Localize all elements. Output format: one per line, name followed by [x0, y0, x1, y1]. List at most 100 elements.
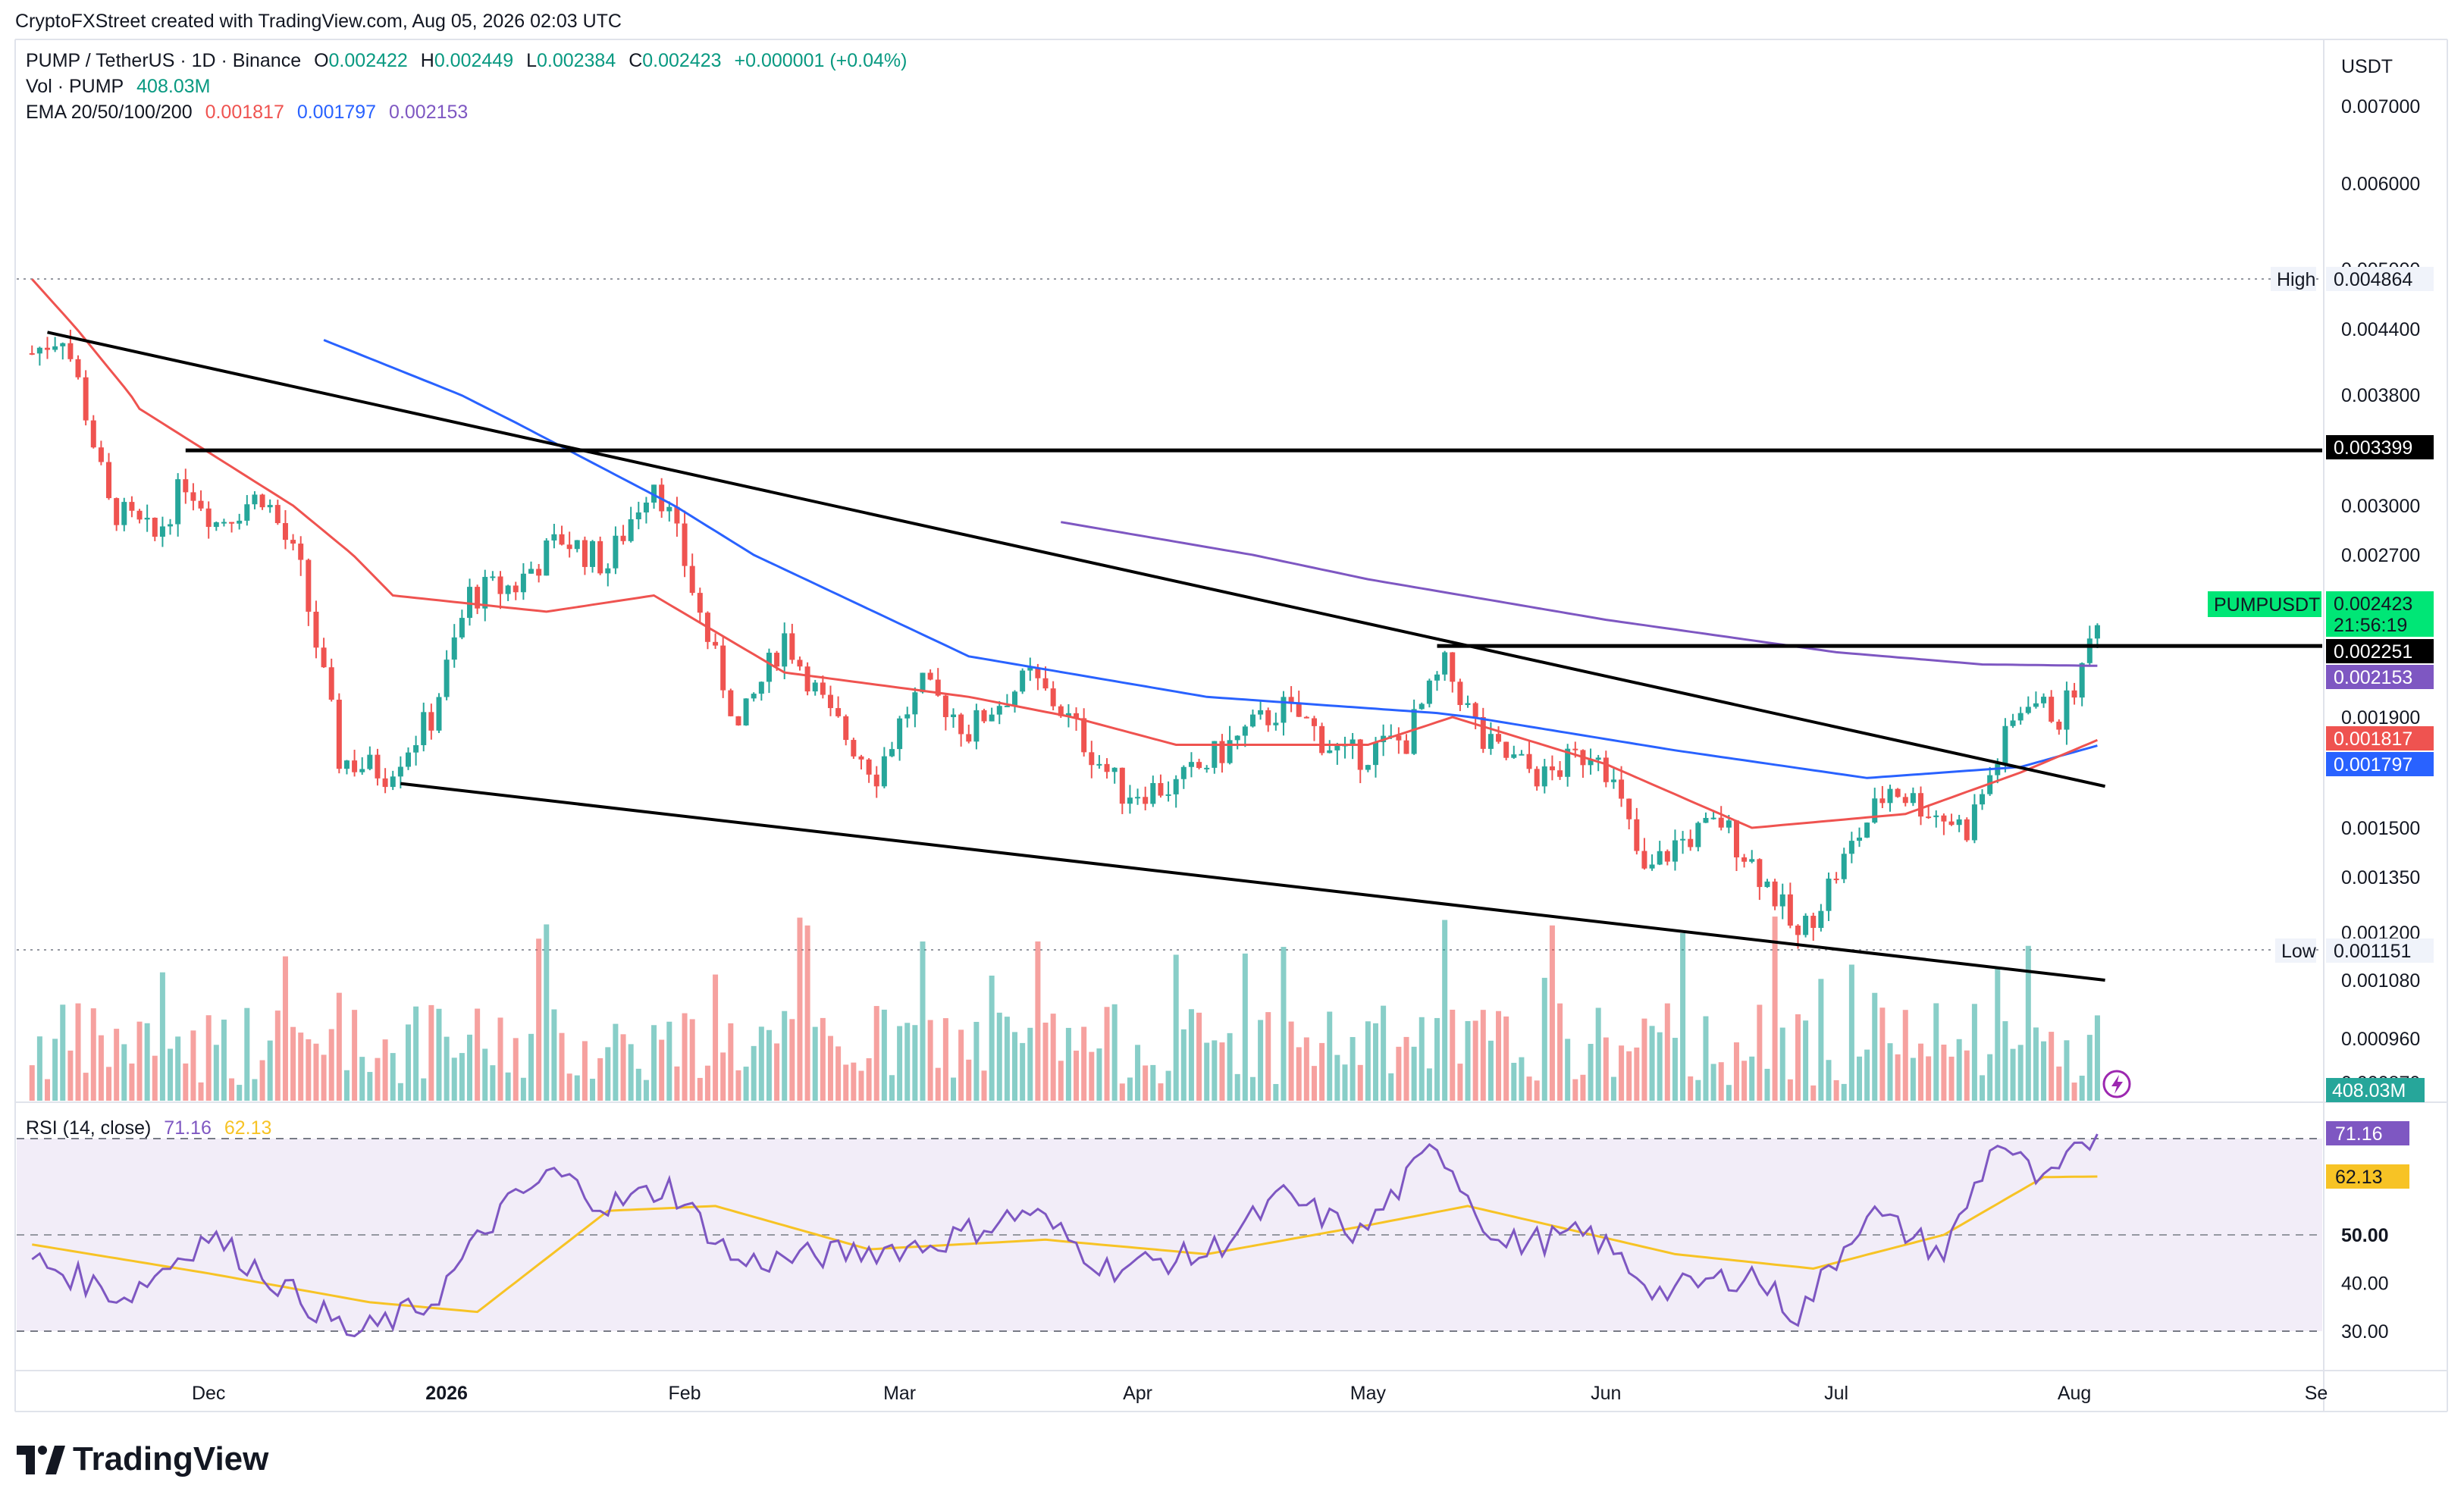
- volume-bar: [1826, 1060, 1832, 1101]
- candle-body: [1111, 767, 1118, 772]
- candle-body: [835, 708, 842, 716]
- candles: [29, 329, 2100, 949]
- volume-bar: [397, 1083, 403, 1101]
- volume-bar: [1388, 1073, 1394, 1101]
- candle-body: [551, 534, 557, 540]
- candle-body: [1065, 713, 1071, 716]
- volume-bar: [2033, 1027, 2039, 1101]
- volume-bar: [252, 1079, 258, 1101]
- volume-bar: [866, 1058, 872, 1101]
- ema200-tag-bg: [2326, 665, 2434, 689]
- candle-body: [1234, 735, 1240, 741]
- volume-bar: [1450, 1009, 1456, 1101]
- candle-body: [942, 695, 948, 717]
- candle-body: [1165, 794, 1171, 796]
- candle-body: [436, 697, 442, 731]
- candle-body: [1710, 817, 1716, 819]
- candle-body: [536, 569, 542, 576]
- candle-body: [1964, 819, 1970, 841]
- descending-resistance-trendline[interactable]: [47, 331, 2105, 788]
- candle-body: [106, 462, 112, 499]
- ema-label[interactable]: EMA 20/50/100/200: [26, 102, 193, 123]
- volume-bar: [1411, 1046, 1417, 1101]
- volume-bar: [114, 1029, 120, 1101]
- candle-body: [1150, 782, 1156, 804]
- candle-body: [1419, 703, 1425, 710]
- volume-bar: [697, 1077, 703, 1101]
- volume-bar: [175, 1036, 181, 1101]
- volume-bar: [106, 1067, 112, 1101]
- volume-label[interactable]: Vol · PUMP: [26, 76, 124, 97]
- volume-bar: [951, 1077, 957, 1101]
- volume-bar: [1887, 1043, 1893, 1101]
- candle-body: [1012, 691, 1018, 706]
- volume-bar: [1396, 1046, 1402, 1101]
- candle-body: [1042, 678, 1049, 689]
- candle-body: [920, 672, 926, 693]
- volume-bar: [1288, 1021, 1294, 1101]
- low-label-bg: [2275, 938, 2316, 963]
- volume-bar: [1680, 933, 1686, 1101]
- candle-body: [2079, 663, 2085, 698]
- candle-body: [1956, 819, 1962, 826]
- candle-body: [390, 776, 396, 788]
- volume-bar: [121, 1044, 127, 1101]
- volume-bar: [152, 1055, 158, 1101]
- candle-body: [1143, 797, 1149, 804]
- candle-body: [497, 576, 503, 594]
- candle-body: [29, 352, 35, 355]
- volume-bar: [36, 1036, 42, 1101]
- rsi-axis[interactable]: 50.00 40.00 30.00: [2341, 1225, 2389, 1343]
- candle-body: [1074, 713, 1080, 719]
- volume-bar: [444, 1036, 450, 1101]
- candle-body: [1357, 739, 1363, 770]
- candle-body: [889, 749, 895, 757]
- volume-bar: [1258, 1020, 1264, 1101]
- volume-bar: [2086, 1035, 2093, 1101]
- ema50-tag-bg: [2326, 752, 2434, 776]
- candle-body: [490, 576, 496, 578]
- symbol-name[interactable]: PUMP / TetherUS · 1D · Binance: [26, 50, 302, 71]
- volume-bar: [482, 1048, 488, 1101]
- volume-bar: [1096, 1048, 1102, 1101]
- volume-bar: [1695, 1079, 1701, 1101]
- volume-bar: [1971, 1004, 1977, 1101]
- quote-currency-label: USDT: [2341, 56, 2393, 77]
- candle-body: [1764, 881, 1770, 888]
- candle-body: [666, 506, 672, 512]
- lightning-icon[interactable]: [2102, 1070, 2131, 1098]
- candle-body: [1403, 740, 1409, 754]
- candle-body: [643, 502, 649, 512]
- candle-body: [313, 611, 319, 648]
- descending-support-trendline[interactable]: [400, 782, 2105, 982]
- candle-body: [1726, 820, 1732, 828]
- candle-body: [1610, 779, 1616, 782]
- candle-body: [958, 714, 964, 735]
- candle-body: [1980, 794, 1986, 805]
- candle-body: [2002, 725, 2008, 764]
- volume-bar: [1772, 916, 1778, 1101]
- candle-body: [735, 716, 741, 725]
- candle-body: [827, 694, 833, 709]
- candle-body: [1503, 741, 1509, 758]
- volume-bar: [1779, 1027, 1785, 1101]
- candle-body: [2010, 720, 2016, 726]
- volume-bar: [259, 1060, 265, 1101]
- volume-bar: [1626, 1051, 1632, 1101]
- volume-bar: [2064, 1040, 2070, 1101]
- volume-bar: [1710, 1064, 1716, 1101]
- candle-body: [605, 568, 611, 574]
- time-axis[interactable]: Dec 2026 Feb Mar Apr May Jun Jul Aug Se: [192, 1383, 2328, 1404]
- candle-body: [252, 494, 258, 505]
- candle-body: [1020, 670, 1026, 692]
- ohlc-open: O0.002422: [314, 50, 408, 71]
- candle-body: [45, 347, 51, 350]
- rsi-ma-tag-bg: [2326, 1164, 2409, 1189]
- candle-body: [114, 498, 120, 525]
- volume-bar: [682, 1013, 688, 1101]
- rsi-label[interactable]: RSI (14, close): [26, 1117, 152, 1139]
- volume-bars: [29, 916, 2100, 1101]
- candle-body: [1050, 688, 1056, 707]
- candle-body: [405, 752, 411, 767]
